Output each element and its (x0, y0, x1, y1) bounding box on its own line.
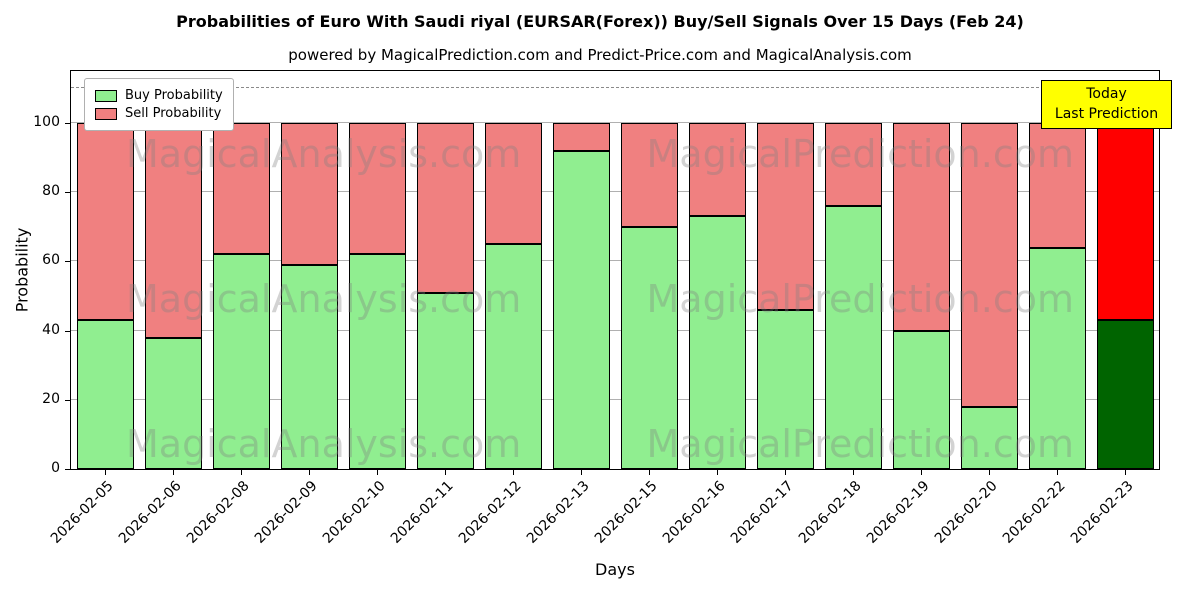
x-tick (785, 470, 786, 475)
bar-sell-2026-02-09 (280, 122, 338, 265)
bar-buy-2026-02-13 (552, 150, 610, 469)
annotation-line1: Today (1086, 86, 1127, 102)
x-tick-label: 2026-02-20 (931, 478, 1001, 547)
x-tick (173, 470, 174, 475)
x-tick-label: 2026-02-15 (591, 478, 661, 547)
bar-buy-2026-02-09 (280, 264, 338, 469)
y-tick-label: 60 (42, 252, 60, 269)
bar-buy-2026-02-15 (620, 226, 678, 469)
bar-sell-2026-02-12 (484, 122, 542, 245)
bar-sell-2026-02-17 (756, 122, 814, 310)
bar-buy-2026-02-19 (892, 330, 950, 469)
bar-sell-2026-02-06 (144, 122, 202, 338)
y-tick-label: 100 (33, 113, 60, 130)
bar-buy-2026-02-20 (960, 406, 1018, 469)
x-axis-label: Days (595, 560, 635, 579)
today-annotation: Today Last Prediction (1041, 80, 1172, 129)
legend-item-buy: Buy Probability (95, 88, 223, 103)
x-tick (921, 470, 922, 475)
x-tick (241, 470, 242, 475)
legend-swatch (95, 89, 117, 102)
x-tick-label: 2026-02-22 (999, 478, 1069, 547)
bar-sell-2026-02-15 (620, 122, 678, 227)
x-tick-label: 2026-02-13 (523, 478, 593, 547)
y-tick-label: 80 (42, 183, 60, 200)
x-tick-label: 2026-02-09 (251, 478, 321, 547)
x-tick (105, 470, 106, 475)
bar-sell-2026-02-18 (824, 122, 882, 206)
x-tick-label: 2026-02-12 (455, 478, 525, 547)
bar-buy-2026-02-10 (348, 254, 406, 469)
bar-sell-2026-02-11 (416, 122, 474, 293)
x-tick (1057, 470, 1058, 475)
bar-sell-2026-02-16 (688, 122, 746, 217)
bar-sell-2026-02-13 (552, 122, 610, 151)
y-tick-label: 20 (42, 390, 60, 407)
bar-sell-2026-02-20 (960, 122, 1018, 407)
legend-label: Buy Probability (125, 88, 223, 103)
y-tick (65, 330, 70, 332)
y-tick (65, 469, 70, 470)
legend: Buy Probability Sell Probability (84, 78, 234, 131)
y-tick (65, 399, 70, 401)
x-tick-label: 2026-02-19 (863, 478, 933, 547)
x-tick-label: 2026-02-23 (1067, 478, 1137, 547)
bar-buy-2026-02-11 (416, 292, 474, 469)
y-axis-label: Probability (12, 227, 32, 313)
legend-item-sell: Sell Probability (95, 106, 223, 121)
legend-label: Sell Probability (125, 106, 222, 121)
plot-area: MagicalAnalysis.com MagicalPrediction.com… (70, 70, 1160, 470)
bar-sell-2026-02-08 (212, 122, 270, 255)
bar-buy-2026-02-23 (1096, 320, 1154, 469)
x-tick (717, 470, 718, 475)
x-tick (581, 470, 582, 475)
bar-buy-2026-02-08 (212, 254, 270, 469)
bar-buy-2026-02-17 (756, 309, 814, 469)
bar-buy-2026-02-12 (484, 244, 542, 469)
chart-subtitle: powered by MagicalPrediction.com and Pre… (288, 46, 912, 64)
x-tick-label: 2026-02-16 (659, 478, 729, 547)
x-tick-label: 2026-02-11 (387, 478, 457, 547)
y-tick (65, 261, 70, 263)
x-tick (377, 470, 378, 475)
bar-sell-2026-02-23 (1096, 122, 1154, 321)
x-tick-label: 2026-02-18 (795, 478, 865, 547)
bar-sell-2026-02-19 (892, 122, 950, 331)
x-tick (989, 470, 990, 475)
dashed-line (71, 87, 1159, 89)
x-tick (309, 470, 310, 475)
x-tick (445, 470, 446, 475)
bar-sell-2026-02-10 (348, 122, 406, 255)
legend-swatch (95, 107, 117, 120)
bar-sell-2026-02-22 (1028, 122, 1086, 248)
gridline-y100 (71, 121, 1159, 123)
y-tick (65, 192, 70, 194)
x-tick (513, 470, 514, 475)
gridline-y20 (71, 398, 1159, 400)
bar-buy-2026-02-05 (76, 320, 134, 469)
chart-title: Probabilities of Euro With Saudi riyal (… (176, 12, 1024, 31)
x-tick-label: 2026-02-06 (115, 478, 185, 547)
gridline-y40 (71, 329, 1159, 331)
x-tick-label: 2026-02-08 (183, 478, 253, 547)
gridline-y80 (71, 191, 1159, 193)
y-tick-label: 40 (42, 321, 60, 338)
bar-buy-2026-02-18 (824, 205, 882, 469)
x-tick (649, 470, 650, 475)
bar-buy-2026-02-06 (144, 337, 202, 469)
bar-buy-2026-02-22 (1028, 247, 1086, 469)
bar-buy-2026-02-16 (688, 216, 746, 469)
y-tick (65, 122, 70, 124)
x-tick (853, 470, 854, 475)
x-tick-label: 2026-02-10 (319, 478, 389, 547)
y-tick-label: 0 (51, 460, 60, 476)
annotation-line2: Last Prediction (1054, 106, 1159, 123)
x-tick-label: 2026-02-17 (727, 478, 797, 547)
bar-sell-2026-02-05 (76, 122, 134, 321)
x-tick-label: 2026-02-05 (47, 478, 117, 547)
gridline-y60 (71, 260, 1159, 262)
x-tick (1125, 470, 1126, 475)
